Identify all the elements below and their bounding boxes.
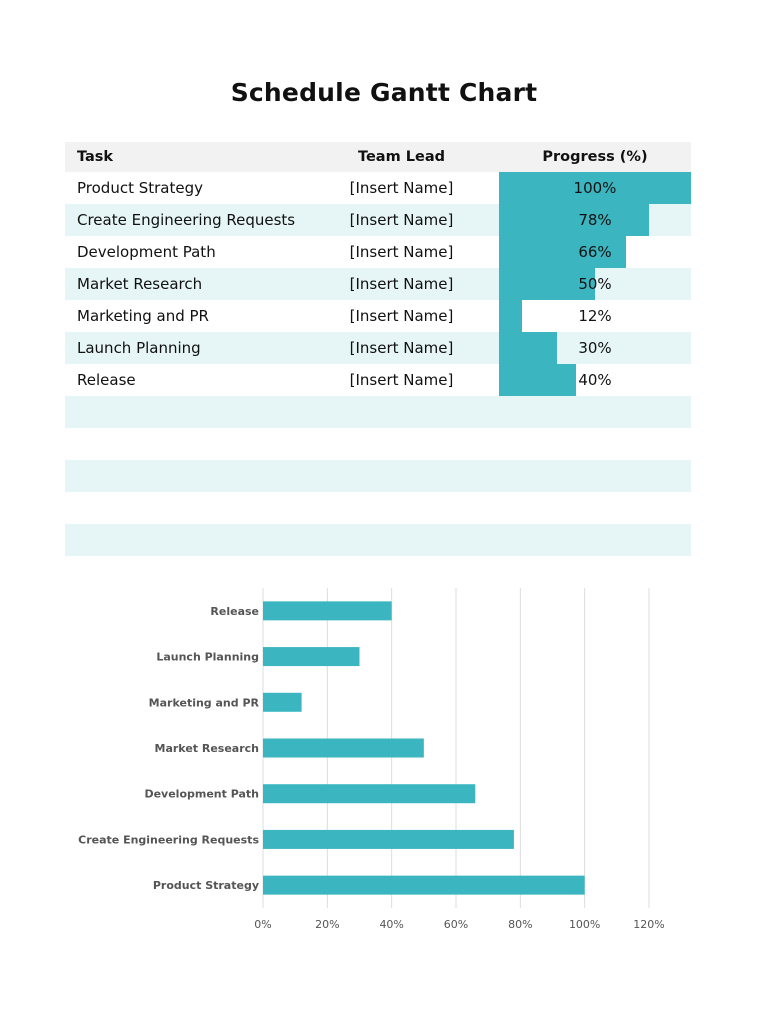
task-name-cell: Create Engineering Requests: [77, 211, 296, 229]
table-row: Product Strategy [Insert Name] 100%: [65, 172, 691, 204]
progress-value-cell: 40%: [578, 371, 612, 389]
task-name-cell: Release: [77, 371, 136, 389]
category-label: Market Research: [155, 742, 260, 755]
table-header-row: Task Team Lead Progress (%): [65, 142, 691, 172]
x-tick-label: 60%: [444, 918, 468, 931]
empty-table-row: [65, 396, 691, 428]
chart-category-labels: Product Strategy Create Engineering Reque…: [78, 605, 259, 892]
task-name-cell: Market Research: [77, 275, 203, 293]
category-label: Launch Planning: [156, 651, 259, 664]
chart-bar: [263, 738, 424, 758]
progress-value-cell: 30%: [578, 339, 612, 357]
team-lead-cell: [Insert Name]: [349, 275, 454, 293]
progress-value-cell: 50%: [578, 275, 612, 293]
x-tick-label: 80%: [508, 918, 532, 931]
chart-tick-labels: 0% 20% 40% 60% 80% 100% 120%: [254, 918, 664, 931]
table-row: Create Engineering Requests [Insert Name]…: [65, 204, 691, 236]
progress-bar-fill: [499, 300, 523, 332]
table-row: Marketing and PR [Insert Name] 12%: [65, 300, 691, 332]
x-tick-label: 0%: [254, 918, 271, 931]
empty-table-row: [65, 492, 691, 524]
category-label: Development Path: [144, 788, 259, 801]
team-lead-cell: [Insert Name]: [349, 339, 454, 357]
table-body: Product Strategy [Insert Name] 100% Create …: [65, 172, 691, 556]
empty-table-row: [65, 460, 691, 492]
progress-bar-chart: Product Strategy Create Engineering Reque…: [0, 580, 768, 940]
page-title: Schedule Gantt Chart: [230, 78, 538, 107]
chart-bar: [263, 601, 392, 621]
chart-bar: [263, 829, 514, 849]
progress-bar-fill: [499, 172, 691, 204]
progress-value-cell: 66%: [578, 243, 612, 261]
x-tick-label: 100%: [569, 918, 600, 931]
table-row: Release [Insert Name] 40%: [65, 364, 691, 396]
header-team-lead: Team Lead: [358, 149, 445, 165]
header-progress: Progress (%): [542, 149, 648, 165]
task-name-cell: Product Strategy: [77, 179, 203, 197]
chart-bars: [263, 601, 585, 895]
chart-svg: Product Strategy Create Engineering Reque…: [78, 588, 665, 931]
category-label: Marketing and PR: [149, 696, 260, 709]
category-label: Product Strategy: [153, 879, 259, 892]
progress-value-cell: 12%: [578, 307, 612, 325]
chart-bar: [263, 692, 302, 712]
progress-value-cell: 100%: [573, 179, 617, 197]
team-lead-cell: [Insert Name]: [349, 211, 454, 229]
progress-value-cell: 78%: [578, 211, 612, 229]
x-tick-label: 40%: [379, 918, 403, 931]
chart-bar: [263, 784, 476, 804]
progress-bar-fill: [499, 364, 576, 396]
x-tick-label: 20%: [315, 918, 339, 931]
team-lead-cell: [Insert Name]: [349, 243, 454, 261]
header-task: Task: [77, 149, 114, 165]
category-label: Release: [210, 605, 259, 618]
table-row: Development Path [Insert Name] 66%: [65, 236, 691, 268]
task-name-cell: Development Path: [77, 243, 216, 261]
empty-table-row: [65, 524, 691, 556]
x-tick-label: 120%: [633, 918, 664, 931]
progress-table: Task Team Lead Progress (%) Product Stra…: [65, 142, 691, 556]
progress-bar-fill: [499, 236, 626, 268]
team-lead-cell: [Insert Name]: [349, 179, 454, 197]
table-row: Launch Planning [Insert Name] 30%: [65, 332, 691, 364]
chart-bar: [263, 875, 585, 895]
task-name-cell: Launch Planning: [77, 339, 201, 357]
progress-bar-fill: [499, 268, 595, 300]
chart-bar: [263, 647, 360, 667]
team-lead-cell: [Insert Name]: [349, 307, 454, 325]
table-row: Market Research [Insert Name] 50%: [65, 268, 691, 300]
progress-bar-fill: [499, 332, 557, 364]
progress-bar-fill: [499, 204, 649, 236]
task-name-cell: Marketing and PR: [77, 307, 209, 325]
category-label: Create Engineering Requests: [78, 833, 259, 846]
empty-table-row: [65, 428, 691, 460]
team-lead-cell: [Insert Name]: [349, 371, 454, 389]
